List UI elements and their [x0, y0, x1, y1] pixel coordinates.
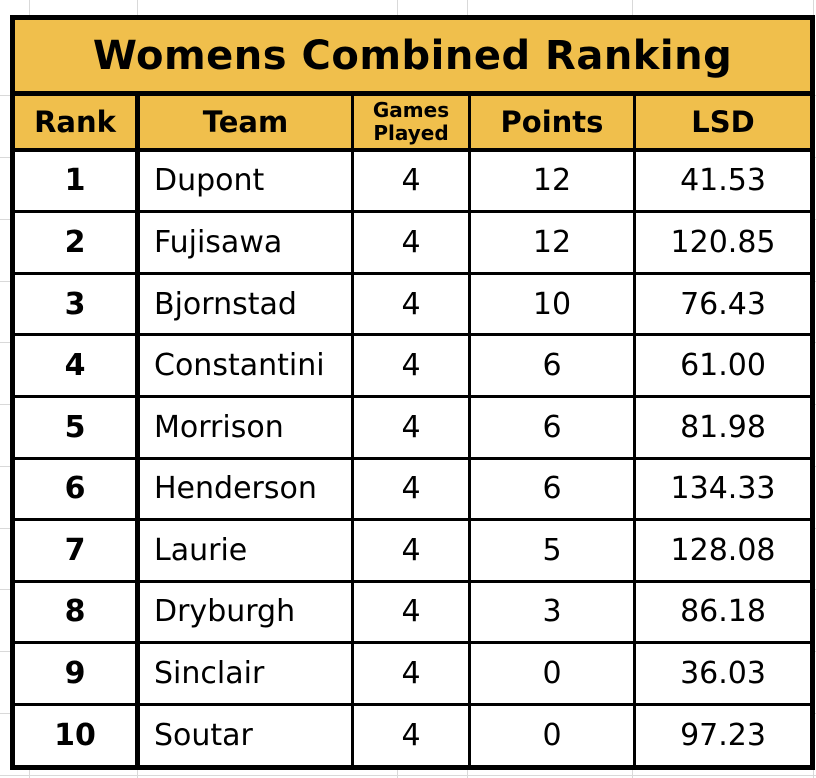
points-cell[interactable]: 5 [468, 518, 636, 583]
table-row: 6 Henderson 4 6 134.33 [11, 456, 815, 522]
team-cell[interactable]: Dupont [135, 147, 354, 214]
games-played-cell[interactable]: 4 [351, 702, 471, 770]
table-row: 1 Dupont 4 12 41.53 [11, 147, 815, 214]
team-cell[interactable]: Dryburgh [135, 579, 354, 645]
column-header-games-played: Games Played [351, 92, 471, 152]
rank-cell[interactable]: 1 [11, 147, 140, 214]
rank-cell[interactable]: 7 [11, 518, 140, 583]
games-played-cell[interactable]: 4 [351, 518, 471, 583]
table-header-row: Rank Team Games Played Points LSD [11, 92, 815, 152]
points-cell[interactable]: 0 [468, 702, 636, 770]
points-cell[interactable]: 6 [468, 333, 636, 398]
games-played-cell[interactable]: 4 [351, 333, 471, 398]
table-row: 4 Constantini 4 6 61.00 [11, 333, 815, 398]
table-title: Womens Combined Ranking [10, 16, 815, 96]
ranking-table: Womens Combined Ranking Rank Team Games … [10, 15, 816, 770]
table-row: 10 Soutar 4 0 97.23 [11, 702, 815, 770]
lsd-cell[interactable]: 128.08 [632, 518, 815, 583]
games-played-cell[interactable]: 4 [351, 395, 471, 460]
rank-cell[interactable]: 2 [11, 210, 140, 275]
team-cell[interactable]: Laurie [135, 518, 354, 583]
team-cell[interactable]: Soutar [135, 702, 354, 770]
table-row: 7 Laurie 4 5 128.08 [11, 518, 815, 583]
column-header-rank: Rank [11, 92, 139, 152]
games-played-cell[interactable]: 4 [351, 210, 471, 275]
team-cell[interactable]: Sinclair [135, 641, 354, 706]
lsd-cell[interactable]: 81.98 [632, 395, 815, 460]
column-header-points: Points [468, 92, 636, 152]
sheet-gridline-horizontal [0, 775, 816, 776]
table-row: 8 Dryburgh 4 3 86.18 [11, 579, 815, 645]
games-played-cell[interactable]: 4 [351, 147, 471, 214]
team-cell[interactable]: Morrison [135, 395, 354, 460]
rank-cell[interactable]: 5 [11, 395, 140, 460]
rank-cell[interactable]: 8 [11, 579, 140, 645]
lsd-cell[interactable]: 76.43 [632, 271, 815, 337]
ranking-table-body: 1 Dupont 4 12 41.53 2 Fujisawa 4 12 120.… [11, 147, 815, 770]
column-header-team: Team [135, 92, 354, 152]
table-row: 3 Bjornstad 4 10 76.43 [11, 271, 815, 337]
lsd-cell[interactable]: 61.00 [632, 333, 815, 398]
lsd-cell[interactable]: 120.85 [632, 210, 815, 275]
games-played-cell[interactable]: 4 [351, 456, 471, 522]
lsd-cell[interactable]: 41.53 [632, 147, 815, 214]
points-cell[interactable]: 10 [468, 271, 636, 337]
points-cell[interactable]: 3 [468, 579, 636, 645]
table-row: 5 Morrison 4 6 81.98 [11, 395, 815, 460]
points-cell[interactable]: 6 [468, 395, 636, 460]
points-cell[interactable]: 6 [468, 456, 636, 522]
lsd-cell[interactable]: 134.33 [632, 456, 815, 522]
table-row: 2 Fujisawa 4 12 120.85 [11, 210, 815, 275]
rank-cell[interactable]: 3 [11, 271, 140, 337]
table-row: 9 Sinclair 4 0 36.03 [11, 641, 815, 706]
rank-cell[interactable]: 4 [11, 333, 140, 398]
games-played-cell[interactable]: 4 [351, 579, 471, 645]
team-cell[interactable]: Bjornstad [135, 271, 354, 337]
team-cell[interactable]: Henderson [135, 456, 354, 522]
points-cell[interactable]: 12 [468, 147, 636, 214]
rank-cell[interactable]: 9 [11, 641, 140, 706]
points-cell[interactable]: 0 [468, 641, 636, 706]
games-played-cell[interactable]: 4 [351, 271, 471, 337]
team-cell[interactable]: Fujisawa [135, 210, 354, 275]
points-cell[interactable]: 12 [468, 210, 636, 275]
table-title-row: Womens Combined Ranking [10, 16, 815, 96]
lsd-cell[interactable]: 97.23 [632, 702, 815, 770]
rank-cell[interactable]: 10 [11, 702, 140, 770]
team-cell[interactable]: Constantini [135, 333, 354, 398]
games-played-cell[interactable]: 4 [351, 641, 471, 706]
rank-cell[interactable]: 6 [11, 456, 140, 522]
lsd-cell[interactable]: 86.18 [632, 579, 815, 645]
lsd-cell[interactable]: 36.03 [632, 641, 815, 706]
column-header-lsd: LSD [632, 92, 815, 152]
